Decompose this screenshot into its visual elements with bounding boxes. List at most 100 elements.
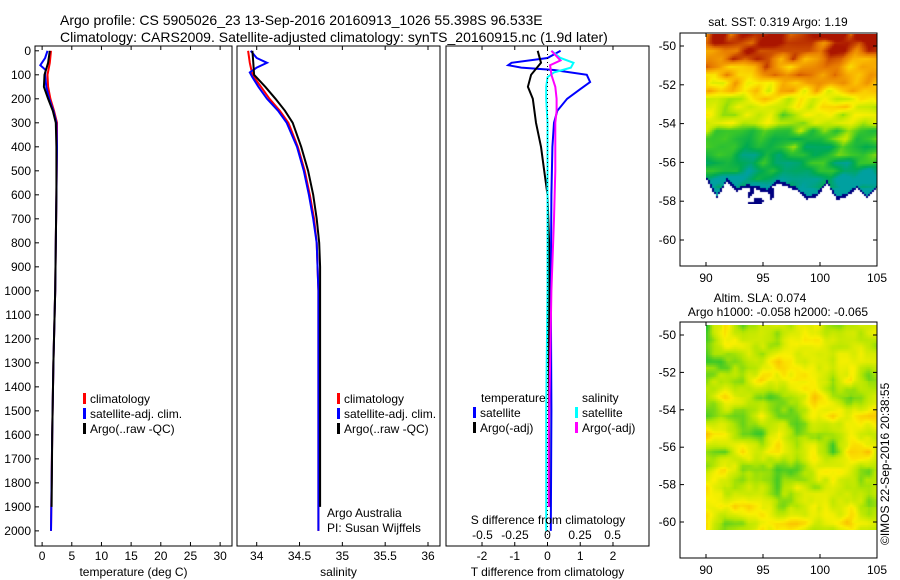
sal-legend-swatch <box>337 408 340 419</box>
x-tick-label: 105 <box>867 271 887 285</box>
y-tick-label: 400 <box>11 140 31 154</box>
x2-label: S difference from climatology <box>471 513 626 527</box>
x2-tick-label: -0.25 <box>501 528 529 542</box>
x-tick-label: 1 <box>577 549 584 563</box>
y-tick-label: 1700 <box>4 452 31 466</box>
y-tick-label: 1100 <box>5 308 31 322</box>
temp-legend-swatch <box>83 408 86 419</box>
x-tick-label: 35.5 <box>374 549 398 563</box>
x-tick-label: -2 <box>477 549 488 563</box>
y-tick-label: -58 <box>659 478 677 492</box>
salinity-axes-box <box>236 45 441 547</box>
y-tick-label: -54 <box>659 117 677 131</box>
sdiff-legend-label: Argo(-adj) <box>582 421 635 435</box>
sla-map-title-2: Argo h1000: -0.058 h2000: -0.065 <box>688 305 868 319</box>
series-t-argo-adj- <box>526 50 551 507</box>
x-tick-label: 15 <box>124 549 138 563</box>
sst-map-title: sat. SST: 0.319 Argo: 1.19 <box>708 15 848 29</box>
y-tick-label: 600 <box>11 188 31 202</box>
series-argo-raw-qc- <box>42 50 58 507</box>
tdiff-legend-swatch <box>473 407 476 418</box>
y-tick-label: 1400 <box>4 380 31 394</box>
y-tick-label: -60 <box>659 515 677 529</box>
y-tick-label: 200 <box>11 92 31 106</box>
annotation-line-1: Argo Australia <box>327 506 402 520</box>
sst-map-image <box>706 34 877 204</box>
series-s-argo-adj- <box>547 50 563 507</box>
series-climatology <box>247 50 320 531</box>
y-tick-label: -60 <box>659 233 677 247</box>
sal-legend-swatch <box>337 423 340 434</box>
x-tick-label: 35 <box>336 549 350 563</box>
y-tick-label: -52 <box>659 365 677 379</box>
x-tick-label: 5 <box>68 549 75 563</box>
x-tick-label: 30 <box>213 549 227 563</box>
temp-legend-swatch <box>83 393 86 404</box>
x-tick-label: 0 <box>544 549 551 563</box>
sal-legend-label: Argo(..raw -QC) <box>344 422 429 436</box>
y-tick-label: 800 <box>11 236 31 250</box>
x2-tick-label: 0 <box>544 528 551 542</box>
sst-map-axes-box <box>679 32 878 267</box>
x2-tick-label: 0.5 <box>604 528 621 542</box>
y-tick-label: 500 <box>11 164 31 178</box>
difference-xlabel: T difference from climatology <box>471 565 625 579</box>
title-line-1: Argo profile: CS 5905026_23 13-Sep-2016 … <box>60 12 543 28</box>
series-satellite-adj-clim- <box>248 50 320 531</box>
y-tick-label: -56 <box>659 440 677 454</box>
x2-tick-label: -0.5 <box>472 528 493 542</box>
y-tick-label: -56 <box>659 155 677 169</box>
x-tick-label: 100 <box>810 271 830 285</box>
x-tick-label: 95 <box>756 271 770 285</box>
tdiff-legend-swatch <box>473 422 476 433</box>
y-tick-label: 2000 <box>4 524 31 538</box>
y-tick-label: -58 <box>659 194 677 208</box>
temp-legend-swatch <box>83 423 86 434</box>
x-tick-label: 0 <box>39 549 46 563</box>
x-tick-label: 20 <box>154 549 168 563</box>
series-argo-raw-qc- <box>251 50 322 507</box>
sla-map-axes-box <box>679 321 878 559</box>
salinity-xlabel: salinity <box>320 565 357 579</box>
y-tick-label: 1000 <box>4 284 31 298</box>
x-tick-label: -1 <box>509 549 520 563</box>
sal-legend-label: climatology <box>344 392 404 406</box>
y-tick-label: 1200 <box>4 332 31 346</box>
y-tick-label: 1300 <box>4 356 31 370</box>
x2-tick-label: 0.25 <box>568 528 592 542</box>
sal-legend-label: satellite-adj. clim. <box>344 407 436 421</box>
y-tick-label: -54 <box>659 403 677 417</box>
temp-legend-label: Argo(..raw -QC) <box>90 422 175 436</box>
x-tick-label: 25 <box>184 549 198 563</box>
y-tick-label: 100 <box>11 68 31 82</box>
series-t-satellite <box>505 49 592 531</box>
temp-legend-label: satellite-adj. clim. <box>90 407 182 421</box>
x-tick-label: 95 <box>756 563 770 577</box>
sla-map-title-1: Altim. SLA: 0.074 <box>714 291 807 305</box>
sal-legend-swatch <box>337 393 340 404</box>
x-tick-label: 36 <box>421 549 435 563</box>
annotation-line-2: PI: Susan Wijffels <box>327 521 421 535</box>
sdiff-legend-label: satellite <box>582 406 623 420</box>
y-tick-label: -52 <box>659 78 677 92</box>
temp-legend-label: climatology <box>90 392 150 406</box>
temperature-axes-box <box>34 45 233 547</box>
y-tick-label: 0 <box>24 44 31 58</box>
timestamp: ©IMOS 22-Sep-2016 20:38:55 <box>878 382 892 545</box>
y-tick-label: -50 <box>659 39 677 53</box>
x-tick-label: 90 <box>699 271 713 285</box>
sla-map-image <box>706 325 877 530</box>
sdiff-legend-swatch <box>575 422 578 433</box>
x-tick-label: 100 <box>810 563 830 577</box>
legend-title-salinity: salinity <box>582 391 619 405</box>
y-tick-label: 1600 <box>4 428 31 442</box>
sdiff-legend-swatch <box>575 407 578 418</box>
y-tick-label: -50 <box>659 328 677 342</box>
tdiff-legend-label: Argo(-adj) <box>480 421 533 435</box>
x-tick-label: 90 <box>699 563 713 577</box>
x-tick-label: 34 <box>250 549 264 563</box>
x-tick-label: 105 <box>867 563 887 577</box>
y-tick-label: 700 <box>11 212 31 226</box>
